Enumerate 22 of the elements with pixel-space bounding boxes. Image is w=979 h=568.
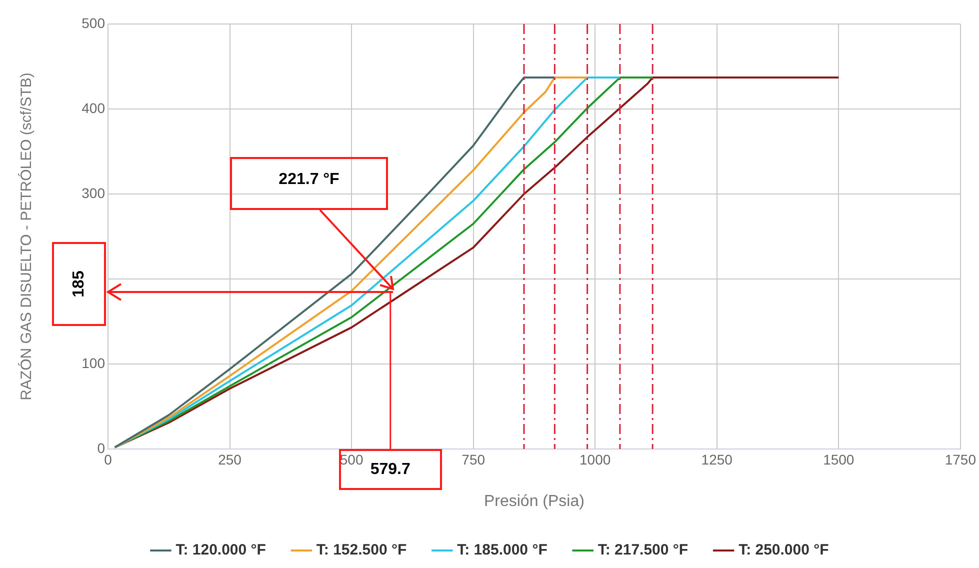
x-tick-label: 250 [218, 451, 242, 468]
legend-label: T: 120.000 °F [176, 542, 266, 559]
y-tick-label: 300 [82, 184, 106, 201]
annotation: 221.7 °F [278, 171, 340, 189]
x-tick-label: 1250 [701, 451, 733, 468]
y-tick-label: 500 [82, 14, 106, 31]
x-tick-label: 1000 [580, 451, 611, 468]
y-tick-label: 100 [82, 354, 106, 371]
y-tick-label: 0 [97, 440, 106, 456]
y-axis-title: RAZÓN GAS DISUELTO - PETRÓLEO (scf/STB) [17, 72, 36, 400]
legend-label: T: 185.000 °F [457, 542, 548, 559]
x-tick-label: 1500 [823, 451, 854, 468]
text: 185 [70, 270, 88, 298]
annotation: 579.7 [370, 460, 410, 478]
y-tick-label: 400 [82, 100, 106, 116]
legend-label: T: 217.500 °F [598, 542, 688, 559]
legend-label: T: 152.500 °F [316, 542, 407, 559]
legend-label: T: 250.000 °F [738, 542, 829, 559]
x-tick-label: 750 [462, 451, 486, 468]
x-tick-label: 500 [340, 451, 364, 468]
x-tick-label: 1750 [944, 451, 976, 468]
x-axis-title: Presión (Psia) [484, 492, 584, 510]
